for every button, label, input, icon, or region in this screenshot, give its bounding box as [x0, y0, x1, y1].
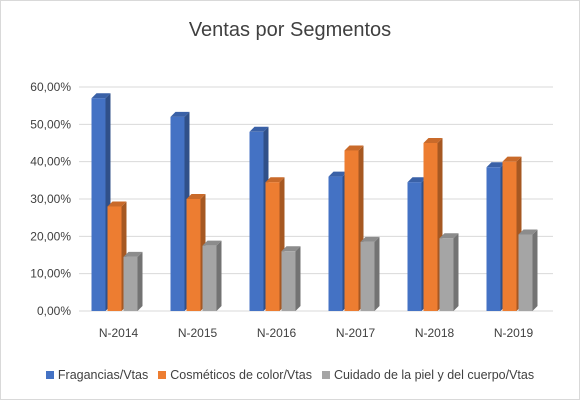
bar	[502, 156, 522, 311]
bar-top	[328, 171, 348, 177]
bar-top	[423, 138, 443, 143]
y-tick-label: 60,00%	[30, 80, 71, 94]
bar-front	[518, 234, 533, 311]
bar-top	[518, 229, 538, 235]
legend-label: Cosméticos de color/Vtas	[170, 368, 312, 382]
bar-front	[249, 131, 264, 311]
bar	[265, 177, 285, 311]
bar-front	[360, 241, 375, 311]
bar-side	[374, 236, 380, 311]
y-tick-label: 10,00%	[30, 267, 71, 281]
bar	[439, 233, 459, 311]
bar-front	[91, 98, 106, 311]
x-tick-label: N-2014	[99, 326, 139, 340]
legend-entry: Cosméticos de color/Vtas	[158, 368, 312, 382]
bar-top	[186, 194, 206, 199]
bar-side	[453, 233, 459, 311]
bar	[202, 240, 222, 311]
bar-front	[202, 245, 217, 311]
legend-entry: Fragancias/Vtas	[45, 368, 149, 382]
bar-front	[344, 150, 359, 311]
bar-top	[107, 201, 127, 207]
y-tick-label: 20,00%	[30, 229, 71, 243]
bar-side	[216, 240, 222, 311]
bar-top	[344, 145, 364, 151]
legend-label: Fragancias/Vtas	[57, 368, 149, 382]
bar-front	[107, 206, 122, 311]
bar-side	[137, 251, 143, 311]
legend-swatch	[45, 371, 54, 379]
legend-swatch	[321, 371, 330, 379]
bar-front	[123, 256, 138, 311]
bar-front	[502, 161, 517, 311]
y-tick-label: 40,00%	[30, 155, 71, 169]
chart-plot: 0,00% 10,00% 20,00% 30,00% 40,00% 50,00% 60,00…	[30, 80, 553, 340]
x-tick-label: N-2015	[178, 326, 218, 340]
bar-front	[407, 182, 422, 311]
x-tick-label: N-2017	[336, 326, 376, 340]
x-tick-label: N-2018	[415, 326, 455, 340]
bar-top	[170, 111, 190, 117]
bar-front	[170, 116, 185, 311]
bar-top	[502, 156, 522, 162]
bar-top	[486, 162, 506, 168]
bar	[281, 246, 301, 311]
bar-top	[265, 177, 285, 183]
bar-top	[249, 126, 269, 132]
bar-front	[439, 238, 454, 311]
bar-top	[91, 93, 111, 99]
x-tick-label: N-2016	[257, 326, 297, 340]
bar-side	[532, 229, 538, 311]
x-tick-label: N-2019	[494, 326, 534, 340]
bar-top	[360, 236, 380, 242]
bar	[344, 145, 364, 311]
y-tick-label: 0,00%	[37, 304, 71, 318]
bar-top	[281, 246, 301, 252]
bar	[518, 229, 538, 311]
bar-top	[439, 233, 459, 239]
bar	[123, 251, 143, 311]
legend-entry: Cuidado de la piel y del cuerpo/Vtas	[321, 368, 535, 382]
bar-top	[407, 177, 427, 183]
bar-front	[423, 143, 438, 311]
legend-label: Cuidado de la piel y del cuerpo/Vtas	[333, 368, 535, 382]
bar-side	[295, 246, 301, 311]
bar-top	[123, 251, 143, 257]
y-tick-label: 30,00%	[30, 192, 71, 206]
bar	[107, 201, 127, 311]
bar-top	[202, 240, 222, 246]
chart-legend: Fragancias/Vtas Cosméticos de color/Vtas C…	[1, 365, 579, 385]
bar	[360, 236, 380, 311]
bar-front	[486, 167, 501, 311]
legend-swatch	[158, 371, 167, 379]
bar-front	[186, 199, 201, 311]
chart-title: Ventas por Segmentos	[188, 19, 392, 41]
bar-front	[328, 176, 343, 311]
y-tick-label: 50,00%	[30, 117, 71, 131]
bar-front	[281, 251, 296, 311]
bar-front	[265, 182, 280, 311]
